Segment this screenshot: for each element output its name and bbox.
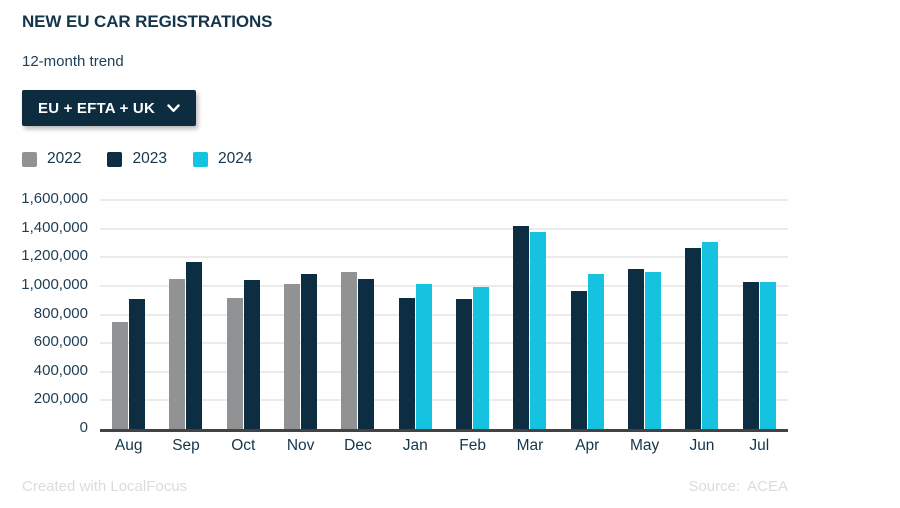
y-axis-labels: 0 200,000 400,000 600,000 800,000 1,000,000 1,…: [0, 190, 88, 436]
bar-2023-feb[interactable]: [456, 299, 473, 429]
x-axis-tick-label-apr: Apr: [575, 437, 600, 454]
y-axis-tick-label: 1,400,000: [21, 218, 88, 236]
bar-2023-mar[interactable]: [513, 226, 530, 429]
bar-2023-may[interactable]: [628, 268, 645, 429]
y-axis-tick-label: 600,000: [33, 333, 88, 351]
bar-group-oct: [226, 200, 260, 429]
bar-2024-feb[interactable]: [473, 287, 490, 429]
y-axis-tick-label: 1,000,000: [21, 275, 88, 293]
legend-label: 2024: [217, 150, 253, 167]
bar-groups: [100, 200, 788, 429]
legend: 2022 2023 2024: [22, 150, 252, 168]
bar-2023-jan[interactable]: [398, 298, 415, 429]
bar-2024-may[interactable]: [645, 272, 662, 429]
source-text: Source: ACEA: [688, 478, 788, 495]
bar-group-nov: [284, 200, 318, 429]
y-axis-tick-label: 1,200,000: [21, 247, 88, 265]
region-filter-label: EU + EFTA + UK: [38, 99, 155, 117]
y-axis-tick-label: 400,000: [33, 361, 88, 379]
gridline: [100, 399, 788, 402]
x-axis-tick-label-oct: Oct: [231, 437, 256, 454]
bar-chart-plot-area: [100, 199, 788, 432]
legend-swatch-2023: [107, 151, 123, 167]
bar-2024-apr[interactable]: [587, 273, 604, 429]
legend-label: 2022: [47, 150, 82, 167]
bar-2023-jul[interactable]: [742, 282, 759, 429]
region-filter-dropdown[interactable]: EU + EFTA + UK: [22, 90, 196, 126]
gridline: [100, 313, 788, 316]
bar-2023-jun[interactable]: [685, 247, 702, 429]
bar-group-sep: [169, 200, 203, 429]
bar-2023-sep[interactable]: [186, 261, 203, 429]
bar-2022-nov[interactable]: [284, 283, 301, 429]
legend-swatch-2022: [22, 151, 37, 167]
bar-group-mar: [513, 200, 547, 429]
bar-group-aug: [112, 200, 146, 429]
bar-group-apr: [570, 200, 604, 429]
gridline: [100, 370, 788, 373]
x-axis-tick-label-nov: Nov: [286, 437, 315, 454]
bar-2022-aug[interactable]: [112, 321, 129, 429]
legend-item-2022[interactable]: 2022: [22, 150, 81, 168]
source-label: Source:: [688, 478, 741, 495]
bar-2024-jul[interactable]: [759, 282, 776, 429]
x-axis-tick-label-mar: Mar: [516, 437, 544, 454]
x-axis-tick-label-jul: Jul: [749, 437, 770, 454]
gridline: [100, 227, 788, 230]
x-axis-tick-label-aug: Aug: [114, 437, 143, 454]
gridline: [100, 199, 788, 201]
source-value: ACEA: [747, 478, 788, 495]
gridline: [100, 284, 788, 287]
x-axis-labels: Aug Sep Oct Nov Dec Jan Feb Mar Apr May Jun Jul: [100, 437, 788, 455]
legend-item-2023[interactable]: 2023: [107, 150, 167, 168]
x-axis-tick-label-sep: Sep: [172, 437, 200, 454]
bar-2023-apr[interactable]: [570, 290, 587, 429]
bar-2023-oct[interactable]: [243, 280, 260, 429]
bar-2022-oct[interactable]: [226, 298, 243, 429]
y-axis-tick-label: 1,600,000: [21, 190, 88, 207]
legend-item-2024[interactable]: 2024: [192, 150, 253, 168]
bar-2023-aug[interactable]: [129, 299, 146, 429]
bar-2023-nov[interactable]: [301, 274, 318, 429]
bar-2024-jun[interactable]: [702, 241, 719, 429]
gridline: [100, 256, 788, 259]
bar-2024-mar[interactable]: [530, 231, 547, 429]
chart-title: NEW EU CAR REGISTRATIONS: [22, 12, 273, 31]
chart-subtitle: 12-month trend: [22, 53, 124, 70]
legend-label: 2023: [132, 150, 167, 167]
y-axis-tick-label: 0: [79, 419, 88, 436]
credit-text: Created with LocalFocus: [22, 478, 188, 495]
x-axis-tick-label-jun: Jun: [689, 437, 715, 454]
y-axis-tick-label: 800,000: [33, 304, 88, 322]
bar-group-jul: [742, 200, 776, 429]
y-axis-tick-label: 200,000: [33, 390, 88, 408]
bar-group-feb: [456, 200, 490, 429]
bar-2022-sep[interactable]: [169, 279, 186, 429]
legend-swatch-2024: [192, 151, 208, 167]
x-axis-tick-label-feb: Feb: [459, 437, 486, 454]
bar-2024-jan[interactable]: [415, 283, 432, 429]
bar-group-dec: [341, 200, 375, 429]
gridline: [100, 342, 788, 345]
bar-group-jan: [398, 200, 432, 429]
bar-group-jun: [685, 200, 719, 429]
x-axis-tick-label-dec: Dec: [344, 437, 372, 454]
x-axis-tick-label-may: May: [629, 437, 660, 454]
x-axis-tick-label-jan: Jan: [402, 437, 428, 454]
bar-2022-dec[interactable]: [341, 272, 358, 429]
bar-group-may: [628, 200, 662, 429]
chevron-down-icon: [167, 103, 180, 113]
bar-2023-dec[interactable]: [358, 279, 375, 429]
